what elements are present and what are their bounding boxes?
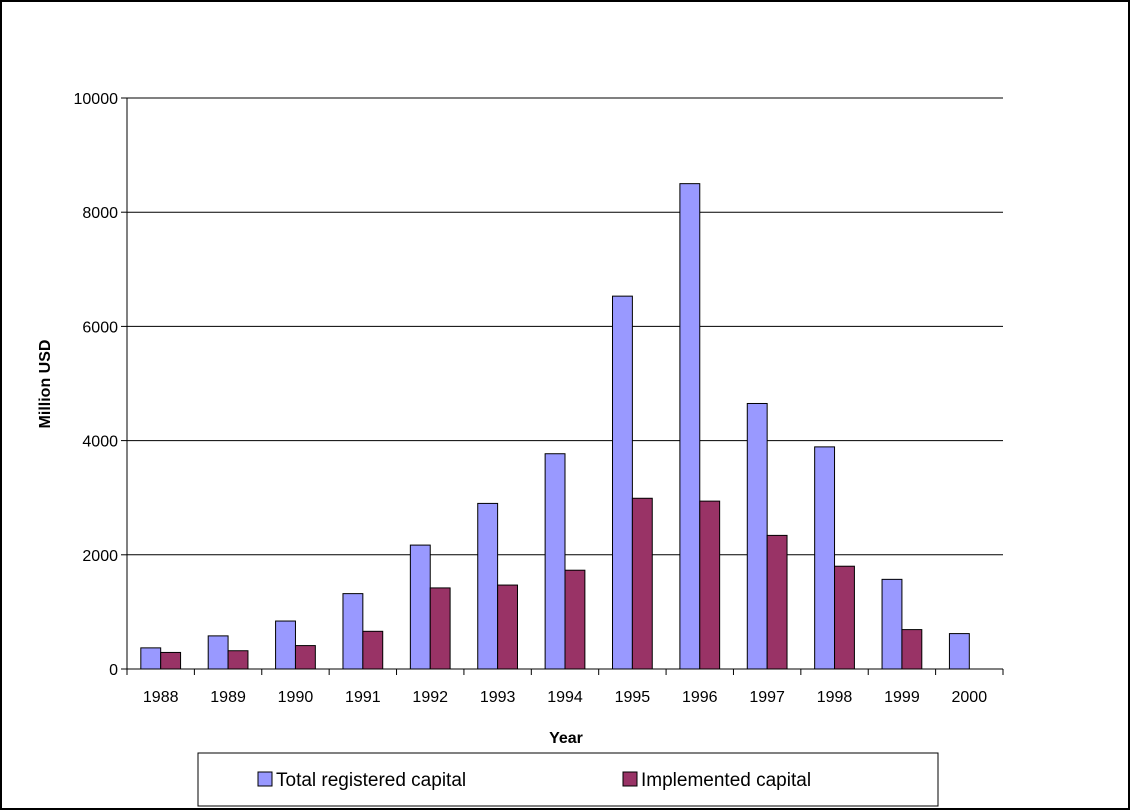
x-tick-label: 2000: [952, 689, 988, 706]
bar-implemented: [429, 587, 451, 670]
bar-total-registered: [746, 402, 768, 670]
bar-total-registered: [881, 578, 903, 670]
x-tick-label: 1994: [547, 689, 583, 706]
bar-implemented: [294, 645, 316, 670]
bar-total-registered: [140, 647, 162, 670]
bar-implemented: [564, 569, 586, 670]
bar-total-registered: [612, 295, 633, 670]
x-tick-label: 1991: [345, 689, 381, 706]
legend-swatch-implemented: [622, 771, 638, 787]
y-tick-label: 8000: [82, 205, 118, 222]
bar-total-registered: [679, 183, 701, 670]
bar-total-registered: [814, 446, 836, 670]
legend: Total registered capital Implemented capi…: [197, 752, 939, 807]
bar-implemented: [901, 629, 923, 670]
bar-implemented: [497, 584, 518, 670]
y-tick-label: 2000: [82, 548, 118, 565]
x-tick-label: 1996: [682, 689, 718, 706]
x-tick-labels: 1988 1989 1990 1991 1992 1993 1994 1995 1996 1997…: [143, 689, 987, 706]
x-tick-label: 1999: [884, 689, 920, 706]
legend-swatch-total: [257, 771, 273, 787]
x-tick-label: 1988: [143, 689, 179, 706]
y-tick-label: 0: [109, 662, 118, 679]
bar-total-registered: [544, 453, 566, 670]
gridlines: [127, 97, 1003, 556]
bar-implemented: [699, 500, 721, 670]
legend-label-implemented: Implemented capital: [641, 770, 811, 791]
y-tick-label: 10000: [74, 91, 119, 108]
bar-implemented: [631, 497, 653, 670]
bar-total-registered: [948, 633, 970, 670]
bars: [140, 183, 970, 670]
y-tick-label: 6000: [82, 319, 118, 336]
bar-implemented: [227, 650, 249, 670]
x-tick-label: 1990: [278, 689, 314, 706]
bar-total-registered: [207, 635, 229, 670]
x-axis-title: Year: [549, 730, 583, 747]
bar-implemented: [160, 651, 182, 670]
bar-implemented: [362, 630, 384, 670]
y-tick-label: 4000: [82, 434, 118, 451]
x-tick-label: 1995: [615, 689, 651, 706]
y-axis-title: Million USD: [37, 340, 54, 429]
legend-box: [197, 752, 939, 807]
x-tick-label: 1992: [412, 689, 448, 706]
bar-implemented: [834, 565, 855, 670]
bar-total-registered: [409, 544, 431, 670]
bar-implemented: [766, 534, 788, 670]
bar-total-registered: [275, 620, 296, 670]
axes: [121, 97, 1004, 675]
x-tick-label: 1989: [210, 689, 246, 706]
y-tick-labels: 0 2000 4000 6000 8000 10000: [74, 91, 119, 679]
x-tick-label: 1998: [817, 689, 853, 706]
bar-total-registered: [477, 502, 499, 670]
x-tick-label: 1993: [480, 689, 516, 706]
bar-total-registered: [342, 593, 364, 670]
legend-label-total: Total registered capital: [276, 770, 466, 791]
x-tick-label: 1997: [749, 689, 785, 706]
